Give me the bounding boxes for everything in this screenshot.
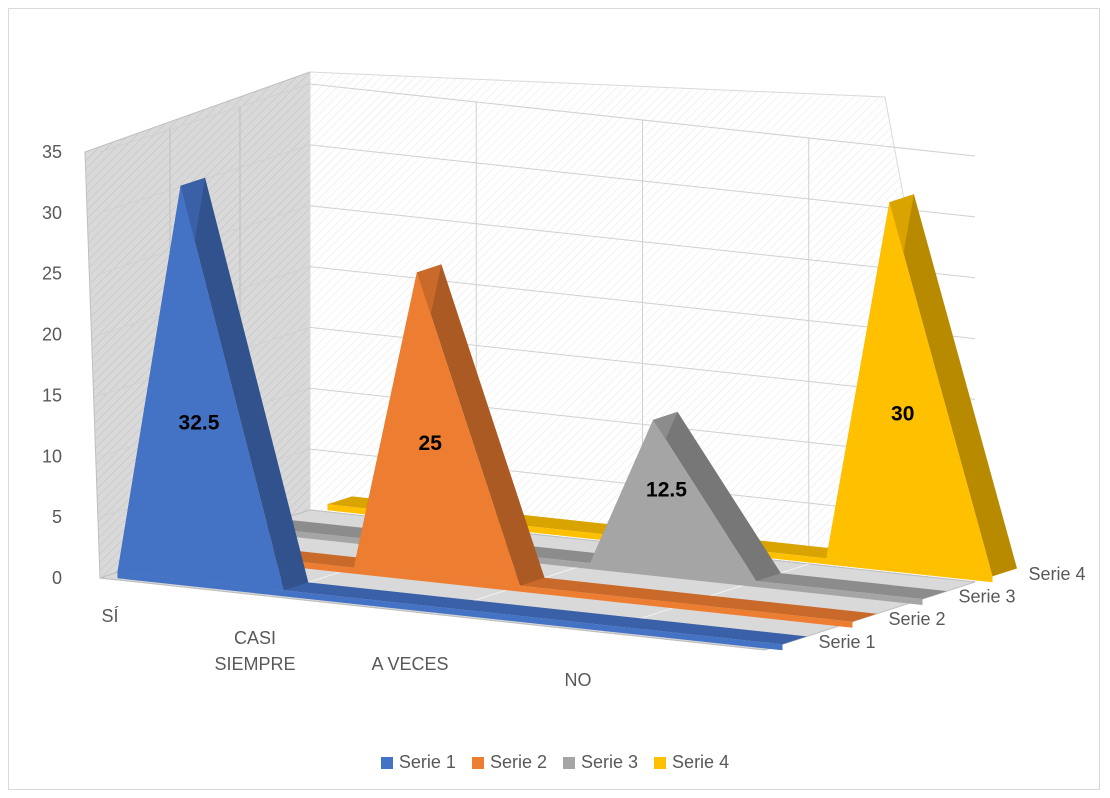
y-tick-label: 35 xyxy=(42,142,62,162)
pyramid-side-face xyxy=(180,177,309,591)
pyramid-front-face xyxy=(590,419,757,581)
data-label: 30 xyxy=(891,403,914,426)
legend-swatch xyxy=(563,756,575,769)
x-tick-label: A VECES xyxy=(371,654,448,674)
x-tick-label: SÍ xyxy=(101,606,118,626)
legend-swatch xyxy=(380,756,393,769)
x-axis-line xyxy=(99,577,766,651)
data-label: 12.5 xyxy=(646,478,687,501)
legend-swatch xyxy=(654,756,667,769)
legend-label: Serie 4 xyxy=(672,752,730,772)
series-axis-label: Serie 3 xyxy=(959,586,1016,606)
legend: Serie 1 Serie 2 Serie 3 Serie 4 xyxy=(0,752,1110,773)
legend-swatch xyxy=(471,756,484,769)
pyramid-side-face xyxy=(653,411,781,581)
pyramid-front-face xyxy=(826,202,993,577)
chart-labels: 0 5 10 15 20 25 30 35 30 12.5 25 32.5 SÍ CASI SIEMPRE A… xyxy=(42,142,1086,690)
pyramid-side-face xyxy=(416,264,545,586)
y-tick-label: 15 xyxy=(42,385,62,405)
legend-item: Serie 4 xyxy=(654,752,729,773)
pyramid-side-face xyxy=(889,194,1017,577)
y-tick-label: 30 xyxy=(42,203,62,223)
series-floor-strip-edge xyxy=(117,572,783,651)
data-label: 32.5 xyxy=(179,411,220,434)
legend-item: Serie 2 xyxy=(471,752,547,773)
legend-label: Serie 3 xyxy=(581,752,639,772)
legend-item: Serie 1 xyxy=(380,752,456,773)
series-floor-strip-edge xyxy=(187,549,853,628)
y-tick-label: 0 xyxy=(52,568,62,588)
y-tick-label: 20 xyxy=(42,325,62,345)
series-axis-label: Serie 4 xyxy=(1029,564,1086,584)
y-tick-label: 5 xyxy=(52,507,62,527)
legend-label: Serie 1 xyxy=(398,752,456,772)
x-tick-label: NO xyxy=(565,670,592,690)
series-axis-label: Serie 1 xyxy=(819,632,876,652)
y-tick-label: 10 xyxy=(42,446,62,466)
series-axis-label: Serie 2 xyxy=(889,609,946,629)
pyramid-front-face xyxy=(117,185,284,591)
data-label: 25 xyxy=(419,432,443,455)
legend-item: Serie 3 xyxy=(563,752,638,773)
series-marks xyxy=(117,177,1017,651)
legend-label: Serie 2 xyxy=(489,752,547,772)
y-tick-label: 25 xyxy=(42,264,62,284)
x-tick-label: CASI SIEMPRE xyxy=(214,628,295,674)
pyramid-front-face xyxy=(353,272,520,586)
